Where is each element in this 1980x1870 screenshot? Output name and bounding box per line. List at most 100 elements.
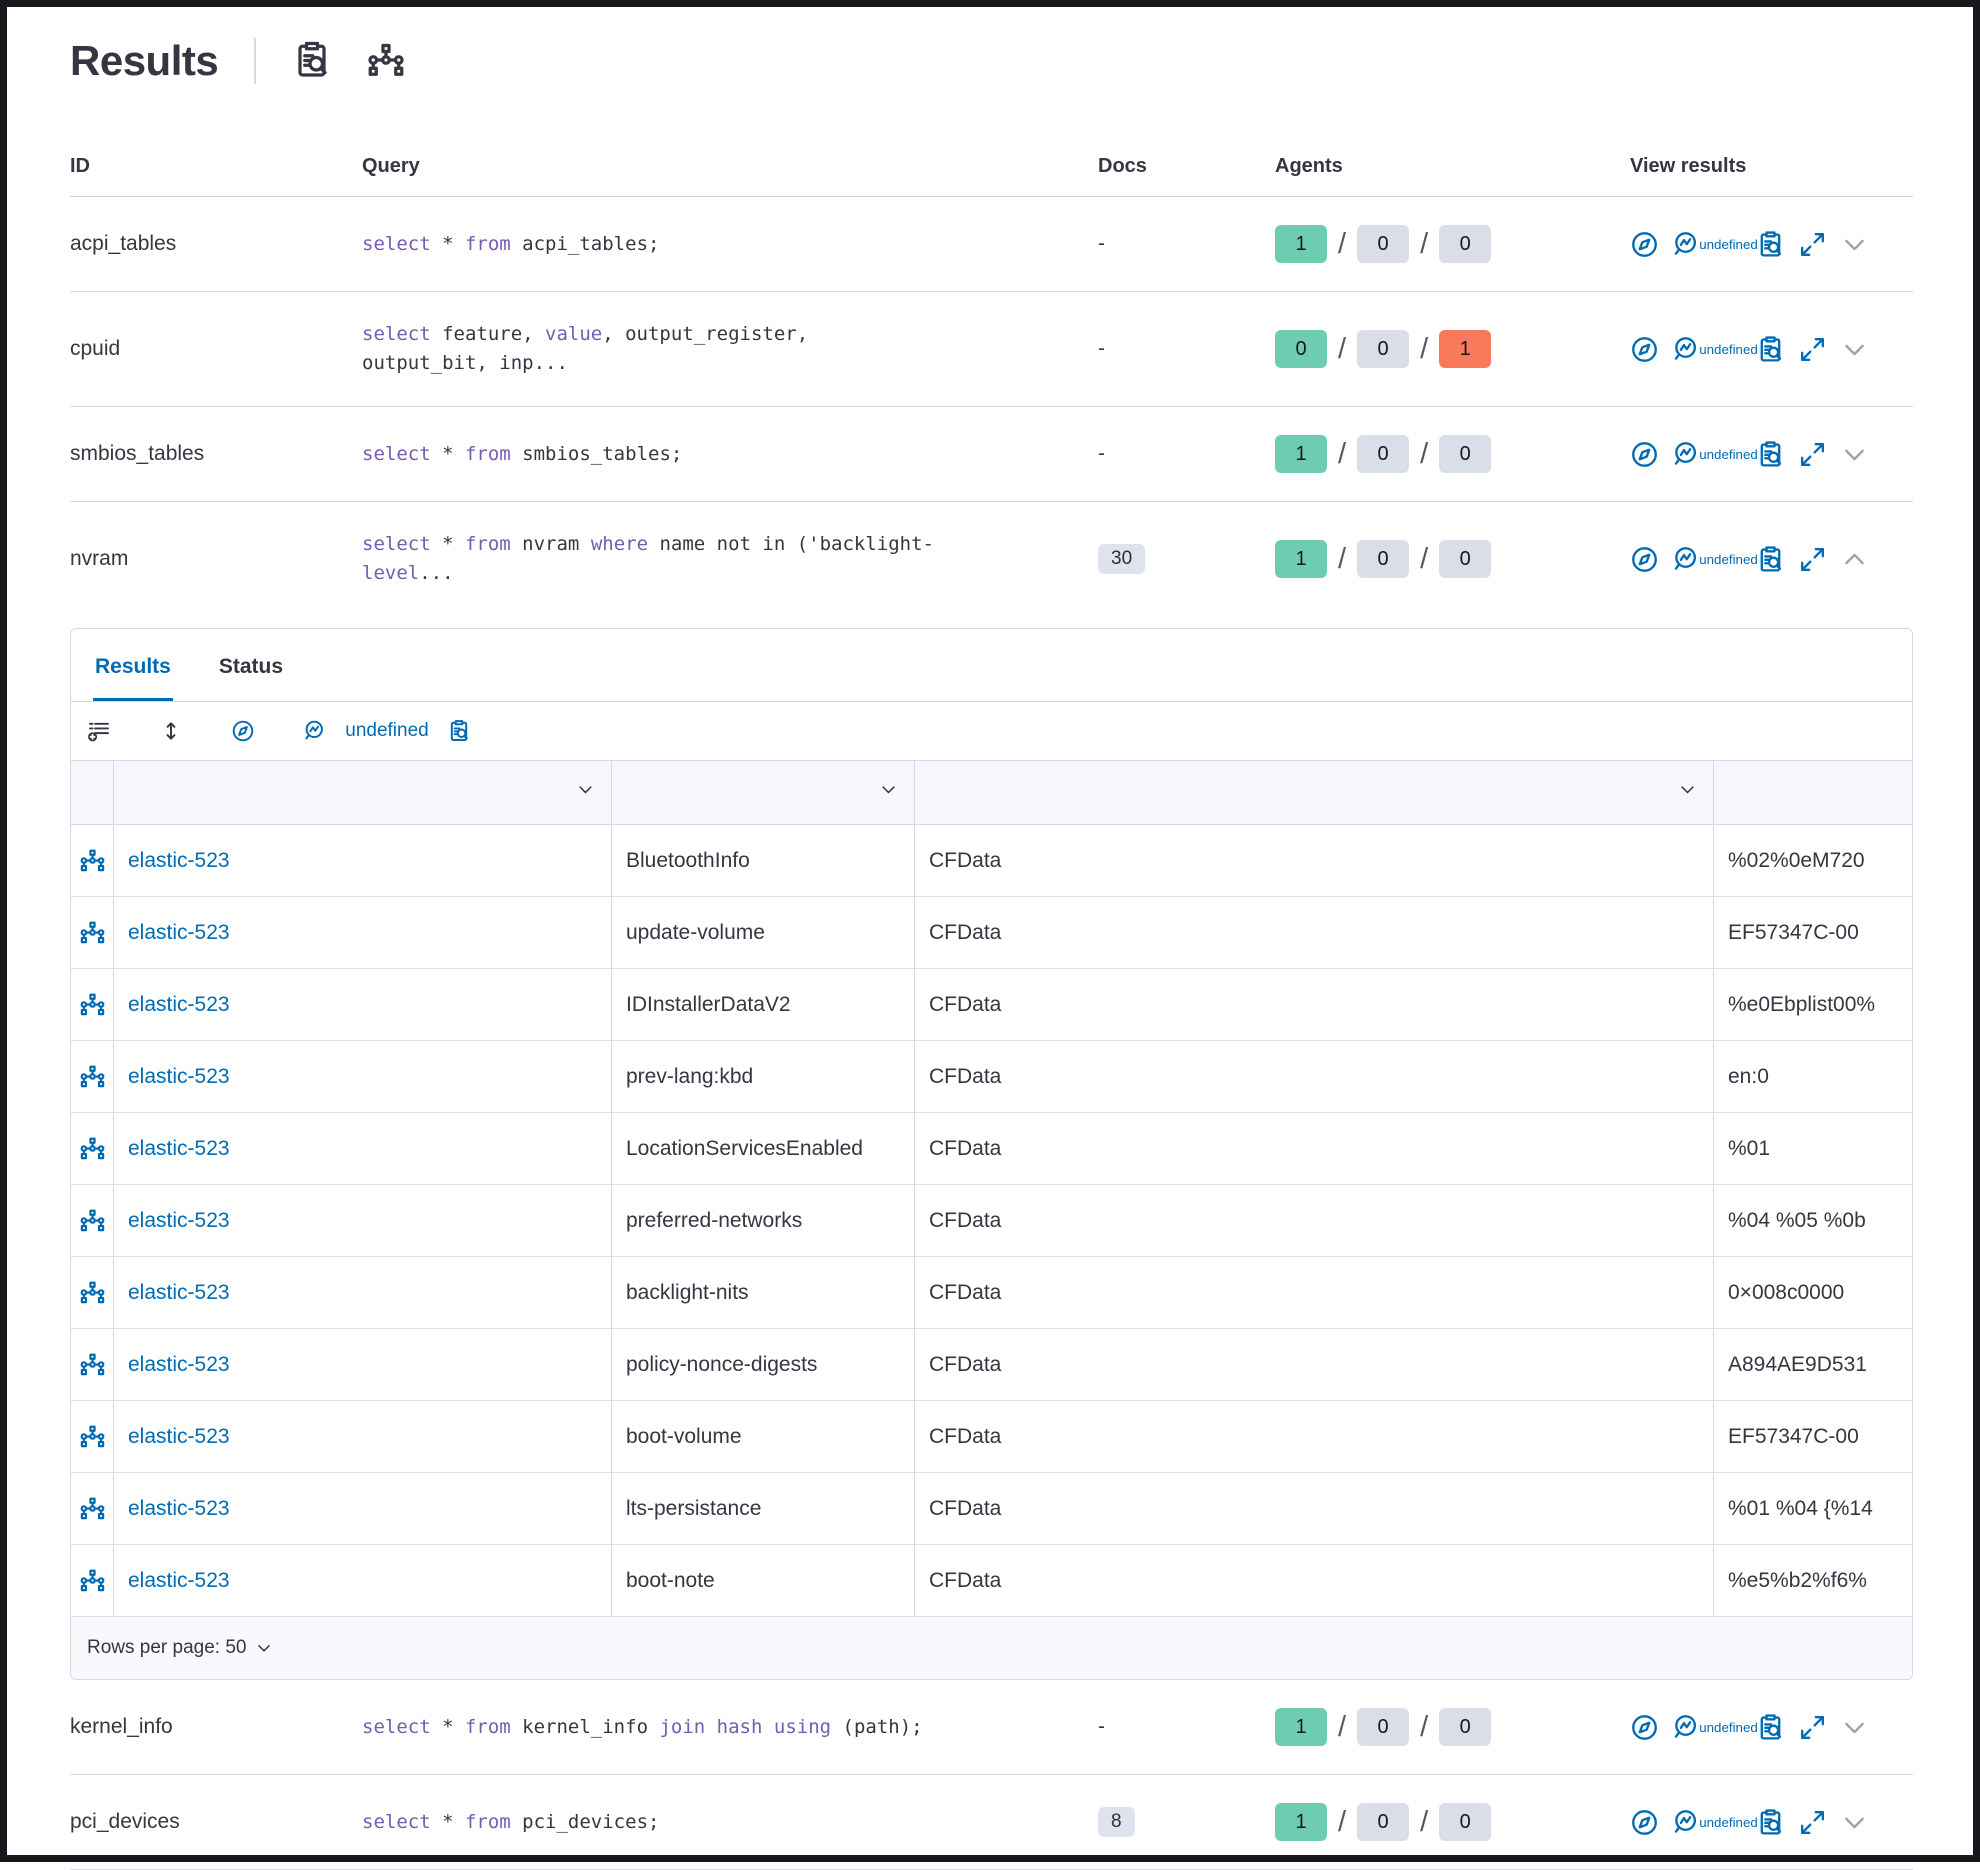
- agent-link[interactable]: elastic-523: [128, 1496, 230, 1520]
- value-cell: %e5%b2%f6%: [1713, 1545, 1912, 1616]
- row-timeline-button[interactable]: [71, 1473, 113, 1544]
- view-in-discover-button[interactable]: [1630, 1808, 1659, 1837]
- toggle-expand-button[interactable]: [1840, 1808, 1869, 1837]
- add-to-timeline-button[interactable]: undefined: [1699, 545, 1758, 574]
- row-timeline-button[interactable]: [71, 1257, 113, 1328]
- agent-link[interactable]: elastic-523: [128, 1568, 230, 1592]
- expand-details-button[interactable]: [1798, 335, 1827, 364]
- queries-table: ID Query Docs Agents View results acpi_t…: [70, 107, 1913, 1870]
- toggle-expand-button[interactable]: [1840, 545, 1869, 574]
- value-cell: %04 %05 %0b: [1713, 1185, 1912, 1256]
- toggle-expand-button[interactable]: [1840, 230, 1869, 259]
- row-timeline-button[interactable]: [71, 1545, 113, 1616]
- grid-column-header-agent[interactable]: [113, 761, 611, 824]
- view-in-discover-button[interactable]: [1630, 440, 1659, 469]
- add-to-case-button[interactable]: [1756, 1713, 1785, 1742]
- query-id: kernel_info: [70, 1715, 173, 1738]
- agent-link[interactable]: elastic-523: [128, 1424, 230, 1448]
- add-to-case-button[interactable]: [1756, 1808, 1785, 1837]
- add-to-case-button[interactable]: [1756, 230, 1785, 259]
- view-in-lens-button[interactable]: [1672, 1808, 1701, 1837]
- agent-link[interactable]: elastic-523: [128, 1136, 230, 1160]
- view-in-discover-button[interactable]: [1630, 545, 1659, 574]
- row-timeline-button[interactable]: [71, 1185, 113, 1256]
- agents-pending-badge: 0: [1357, 1803, 1410, 1841]
- view-in-lens-button[interactable]: [1672, 545, 1701, 574]
- name-cell: preferred-networks: [611, 1185, 914, 1256]
- name-cell: backlight-nits: [611, 1257, 914, 1328]
- view-in-discover-button[interactable]: [1630, 335, 1659, 364]
- toolbar-columns-button[interactable]: [87, 719, 121, 743]
- add-to-timeline-button[interactable]: undefined: [1699, 230, 1758, 259]
- timeline-icon: [79, 1063, 106, 1090]
- toolbar-add-to-timeline-investigation-button[interactable]: undefined: [345, 719, 428, 743]
- tab-results[interactable]: Results: [93, 629, 173, 701]
- agents-failed-badge: 0: [1439, 1708, 1492, 1746]
- add-to-case-button[interactable]: [1756, 545, 1785, 574]
- grid-column-header-value[interactable]: [1713, 761, 1912, 824]
- agent-link[interactable]: elastic-523: [128, 1280, 230, 1304]
- toggle-expand-button[interactable]: [1840, 335, 1869, 364]
- toolbar-view-in-lens-button[interactable]: [303, 719, 337, 743]
- row-timeline-button[interactable]: [71, 1041, 113, 1112]
- sort-fields-icon: [159, 719, 183, 743]
- row-timeline-button[interactable]: [71, 1113, 113, 1184]
- row-timeline-button[interactable]: [71, 897, 113, 968]
- toolbar-sort-fields-button[interactable]: [159, 719, 193, 743]
- chevron-down-icon: [576, 780, 595, 799]
- expand-details-button[interactable]: [1798, 1808, 1827, 1837]
- result-row: elastic-523 backlight-nits CFData 0×008c…: [71, 1257, 1912, 1329]
- agents-cell: 0 / 0 / 1: [1275, 330, 1630, 368]
- agent-link[interactable]: elastic-523: [128, 848, 230, 872]
- add-to-timeline-button[interactable]: undefined: [1699, 440, 1758, 469]
- add-to-timeline-button[interactable]: undefined: [1699, 335, 1758, 364]
- name-cell: boot-note: [611, 1545, 914, 1616]
- agent-link[interactable]: elastic-523: [128, 1208, 230, 1232]
- agents-failed-badge: 0: [1439, 1803, 1492, 1841]
- toolbar-view-in-discover-button[interactable]: [231, 719, 265, 743]
- agent-link[interactable]: elastic-523: [128, 1352, 230, 1376]
- timeline-icon[interactable]: [366, 40, 406, 83]
- add-to-case-button[interactable]: [1756, 440, 1785, 469]
- expand-details-button[interactable]: [1798, 440, 1827, 469]
- add-to-timeline-button[interactable]: undefined: [1699, 1713, 1758, 1742]
- value-cell: %01: [1713, 1113, 1912, 1184]
- view-in-lens-button[interactable]: [1672, 1713, 1701, 1742]
- column-header-agents: Agents: [1275, 155, 1343, 177]
- toolbar-add-to-case-button[interactable]: [447, 719, 481, 743]
- add-to-timeline-button[interactable]: undefined: [1699, 1808, 1758, 1837]
- docs-cell: -: [1098, 442, 1275, 466]
- type-cell: CFData: [914, 969, 1713, 1040]
- expand-details-button[interactable]: [1798, 1713, 1827, 1742]
- query-id: cpuid: [70, 337, 121, 360]
- view-in-discover-button[interactable]: [1630, 1713, 1659, 1742]
- query-row-cpuid: cpuid select feature, value, output_regi…: [70, 292, 1913, 407]
- view-in-lens-icon: [1672, 1713, 1701, 1742]
- view-in-lens-button[interactable]: [1672, 440, 1701, 469]
- view-in-lens-button[interactable]: [1672, 230, 1701, 259]
- view-results-cell: undefined: [1630, 1808, 1913, 1837]
- toggle-expand-button[interactable]: [1840, 440, 1869, 469]
- row-timeline-button[interactable]: [71, 1401, 113, 1472]
- inspect-clipboard-icon[interactable]: [292, 40, 332, 83]
- view-in-lens-button[interactable]: [1672, 335, 1701, 364]
- view-in-discover-button[interactable]: [1630, 230, 1659, 259]
- row-timeline-button[interactable]: [71, 825, 113, 896]
- grid-column-header-type[interactable]: [914, 761, 1713, 824]
- grid-column-header-name[interactable]: [611, 761, 914, 824]
- agent-link[interactable]: elastic-523: [128, 992, 230, 1016]
- title-divider: [254, 38, 257, 84]
- expand-details-button[interactable]: [1798, 545, 1827, 574]
- agents-success-badge: 0: [1275, 330, 1327, 368]
- row-timeline-button[interactable]: [71, 969, 113, 1040]
- tab-status[interactable]: Status: [218, 655, 284, 678]
- add-to-case-button[interactable]: [1756, 335, 1785, 364]
- rows-per-page-button[interactable]: Rows per page: 50: [87, 1637, 273, 1659]
- toggle-expand-button[interactable]: [1840, 1713, 1869, 1742]
- agent-link[interactable]: elastic-523: [128, 1064, 230, 1088]
- expand-details-button[interactable]: [1798, 230, 1827, 259]
- row-timeline-button[interactable]: [71, 1329, 113, 1400]
- value-cell: 0×008c0000: [1713, 1257, 1912, 1328]
- agent-cell: elastic-523: [113, 1113, 611, 1184]
- agent-link[interactable]: elastic-523: [128, 920, 230, 944]
